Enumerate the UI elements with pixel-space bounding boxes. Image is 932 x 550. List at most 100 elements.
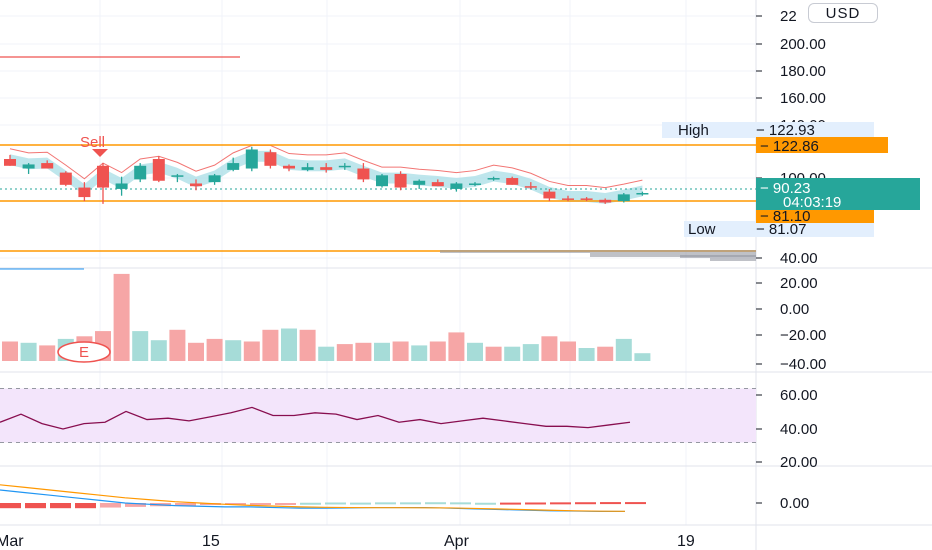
rsi-line [0, 406, 631, 430]
oscillator-axis-label: 0.00 [780, 301, 809, 318]
low-value: − 81.07 [756, 221, 806, 238]
macd-histogram-bar [225, 503, 246, 505]
oscillator-bar [374, 342, 390, 361]
time-axis-label: Apr [444, 533, 470, 550]
candle-body [190, 183, 202, 187]
oscillator-bar [541, 336, 558, 361]
oscillator-bar [299, 329, 316, 361]
candle-body [394, 173, 407, 188]
macd-histogram-bar [550, 502, 571, 505]
candle-body [580, 198, 593, 200]
currency-button[interactable]: USD [808, 3, 878, 23]
macd-histogram-bar [300, 502, 321, 505]
earnings-label: E [79, 344, 89, 361]
time-axis-label: 15 [202, 533, 220, 550]
candle-body [4, 159, 16, 166]
time-axis-label: Mar [0, 533, 24, 550]
rsi-axis-label: 20.00 [780, 454, 818, 471]
macd-histogram-bar [50, 503, 71, 509]
macd-histogram-bar [25, 503, 46, 509]
low-label: Low [688, 221, 716, 238]
macd-histogram-bar [450, 502, 471, 505]
macd-histogram-bar [325, 502, 346, 505]
oscillator-bar [448, 332, 465, 361]
oscillator-bar [560, 341, 576, 361]
candle-body [97, 165, 109, 188]
price-axis-label: 22 [780, 8, 797, 25]
candle-body [543, 191, 556, 199]
macd-axis-label: 0.00 [780, 495, 809, 512]
macd-signal-line [0, 484, 626, 512]
candle-body [208, 175, 221, 183]
candle-body [171, 175, 184, 177]
oscillator-bar [20, 342, 37, 361]
oscillator-bar [281, 328, 297, 361]
candle-body [487, 178, 500, 180]
macd-histogram-bar [575, 502, 596, 505]
moving-average-line [9, 144, 643, 189]
candle-body [115, 183, 128, 189]
oscillator-bar [169, 329, 186, 361]
candle-body [469, 183, 481, 185]
candle-body [134, 165, 147, 180]
oscillator-bar [411, 345, 428, 361]
sell-arrow-icon [92, 149, 108, 157]
level-tag-lower: − 81.10 [760, 208, 810, 225]
oscillator-bar [504, 346, 521, 361]
oscillator-bar [634, 353, 651, 361]
macd-histogram-bar [275, 503, 296, 505]
level-tag-upper-bg [756, 137, 888, 153]
oscillator-bar [429, 341, 446, 361]
oscillator-bar [597, 346, 614, 361]
oscillator-bar [318, 346, 335, 361]
candle-body [283, 165, 295, 169]
candle-body [78, 187, 91, 198]
candle-body [264, 152, 277, 166]
oscillator-bar [206, 338, 223, 361]
macd-histogram-bar [0, 503, 21, 509]
macd-histogram-bar [375, 502, 396, 505]
macd-histogram-bar [175, 503, 196, 506]
candle-body [22, 164, 35, 169]
sell-signal-label: Sell [80, 134, 105, 151]
oscillator-bar [522, 344, 539, 361]
candle-body [562, 198, 574, 200]
low-label-bg [684, 221, 874, 237]
candle-body [357, 168, 370, 180]
volume-profile-bar [680, 255, 756, 258]
candle-body [599, 199, 612, 203]
oscillator-bar [262, 329, 279, 361]
price-axis-label: 160.00 [780, 90, 826, 107]
oscillator-bar [336, 344, 353, 361]
oscillator-bar [392, 341, 409, 361]
oscillator-bar [355, 342, 372, 361]
oscillator-bar [39, 345, 56, 361]
macd-histogram-bar [500, 502, 521, 505]
high-value: − 122.93 [756, 122, 815, 139]
rsi-axis-label: 60.00 [780, 387, 818, 404]
rsi-axis-label: 40.00 [780, 421, 818, 438]
candle-body [413, 180, 426, 185]
candle-body [41, 163, 54, 169]
macd-histogram-bar [350, 502, 371, 505]
price-axis-label: 40.00 [780, 250, 818, 267]
candle-body [450, 183, 463, 189]
last-price-value: − 90.23 [760, 180, 810, 197]
level-tag-lower-bg [756, 207, 874, 223]
candle-body [617, 194, 630, 202]
oscillator-bar [132, 331, 149, 361]
last-price-tag-bg [756, 178, 920, 210]
price-axis-label: 200.00 [780, 36, 826, 53]
oscillator-bar [2, 341, 18, 361]
candle-body [524, 186, 537, 188]
macd-histogram-bar [75, 503, 96, 509]
oscillator-bar [113, 273, 130, 361]
oscillator-bar [225, 340, 242, 361]
level-tag-upper: − 122.86 [760, 138, 819, 155]
high-label: High [678, 122, 709, 139]
countdown-timer: 04:03:19 [783, 194, 841, 211]
candle-body [227, 163, 240, 170]
price-axis-label: 180.00 [780, 63, 826, 80]
